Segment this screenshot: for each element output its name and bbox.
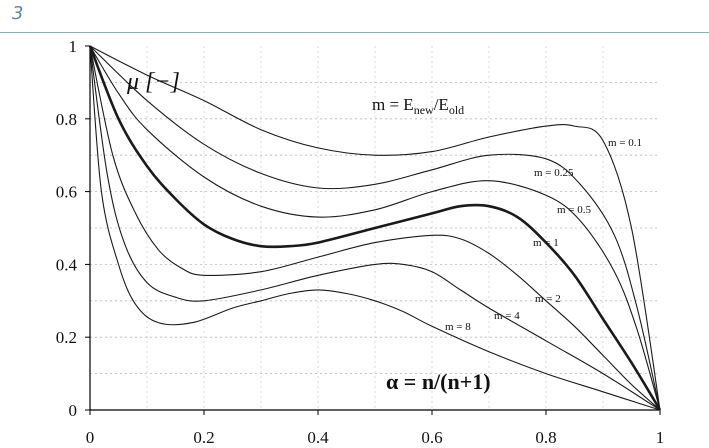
series-label-2: m = 0.5 [557, 204, 592, 216]
x-tick-label: 0.2 [193, 428, 214, 447]
series-label-6: m = 8 [445, 321, 471, 333]
formula-label: m = Enew/Eold [372, 95, 464, 117]
y-tick-label: 0.6 [56, 183, 77, 202]
formula-mid: /E [434, 95, 449, 114]
y-tick-label: 0 [69, 401, 78, 420]
y-tick-label: 0.4 [56, 255, 78, 274]
series-curve-0 [89, 45, 661, 411]
tick-labels: 0 0.2 0.4 0.6 0.8 1 0 0.2 0.4 0.6 0.8 1 [56, 37, 665, 447]
formula-sub-new: new [414, 103, 434, 117]
series-label-3: m = 1 [533, 237, 559, 249]
series-curve-3 [88, 45, 662, 411]
x-tick-label: 0.6 [421, 428, 442, 447]
series-curve-4 [89, 45, 661, 411]
series-curve-5 [89, 45, 661, 411]
y-tick-label: 0.2 [56, 328, 77, 347]
x-tick-label: 0.8 [535, 428, 556, 447]
y-axis-label: μ [−] [126, 69, 180, 95]
x-tick-label: 0 [86, 428, 95, 447]
y-tick-label: 0.8 [56, 110, 77, 129]
formula-prefix: m = E [372, 95, 414, 114]
y-tick-label: 1 [69, 37, 78, 56]
series-curve-1 [89, 45, 661, 411]
series-curve-2 [89, 45, 661, 411]
x-axis-label: α = n/(n+1) [386, 369, 491, 394]
series-label-5: m = 4 [494, 310, 520, 322]
x-tick-label: 1 [656, 428, 665, 447]
series-label-4: m = 2 [535, 293, 561, 305]
series-label-0: m = 0.1 [608, 137, 642, 149]
series-curves [88, 45, 662, 411]
formula-sub-old: old [449, 103, 464, 117]
series-labels: m = 0.1 m = 0.25 m = 0.5 m = 1 m = 2 m = 4 m =… [445, 137, 642, 333]
series-curve-6 [89, 45, 661, 411]
x-tick-label: 0.4 [307, 428, 329, 447]
series-label-1: m = 0.25 [534, 167, 574, 179]
page-number: 3 [12, 3, 24, 24]
plot-frame [85, 45, 661, 415]
header-divider [0, 32, 709, 33]
